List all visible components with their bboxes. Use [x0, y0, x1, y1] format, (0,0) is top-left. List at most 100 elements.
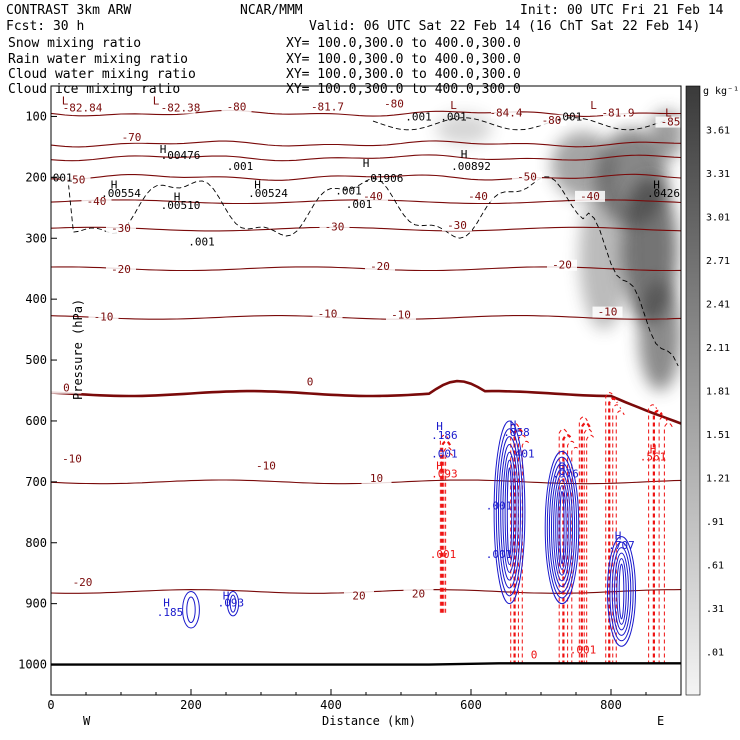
low-marker: L [590, 99, 597, 112]
endpoint-east: E [657, 714, 664, 728]
rain-shaft-line [652, 409, 663, 665]
cloud-water-contour [557, 485, 567, 570]
contour-value-label: .001 [431, 447, 458, 460]
high-marker: H [160, 143, 167, 156]
rain-shaft-line [663, 422, 673, 665]
high-marker: H [615, 530, 622, 543]
contour-value-label: .001 [227, 160, 254, 173]
isotherm-label-bg [57, 453, 87, 465]
rain-shaft-line [578, 416, 588, 665]
colorbar-tick-label: 3.61 [706, 126, 730, 137]
isotherm-label-bg [81, 195, 112, 207]
isotherm-label-bg [250, 460, 281, 472]
legend-snow-xy: XY= 100.0,300.0 to 400.0,300.0 [286, 36, 521, 51]
low-marker: L [450, 99, 457, 112]
x-tick-label: 200 [180, 698, 202, 712]
isotherm-label: -85 [661, 116, 681, 129]
isotherm-label: -30 [325, 220, 345, 233]
isotherm-label: -84.4 [489, 106, 522, 119]
isotherm-label-bg [403, 588, 434, 600]
y-axis-title: Pressure (hPa) [71, 299, 85, 400]
legend-rain-xy: XY= 100.0,300.0 to 400.0,300.0 [286, 52, 521, 67]
contour-value-label: .186 [431, 429, 458, 442]
isotherm-label: -50 [66, 173, 86, 186]
header-org: NCAR/MMM [240, 3, 303, 18]
y-tick-label: 500 [25, 353, 47, 367]
isotherm-label: -81.7 [311, 100, 344, 113]
contour-value-label: .00510 [161, 199, 201, 212]
contour-value-label: .00524 [248, 187, 288, 200]
y-tick-label: 400 [25, 292, 47, 306]
y-tick-label: 200 [25, 170, 47, 184]
isotherm-label: -10 [94, 310, 114, 323]
isotherm-label-bg [655, 116, 681, 128]
rain-shaft-line [580, 421, 591, 665]
snow-blob [436, 113, 492, 144]
terrain-line [51, 662, 681, 666]
cloud-water-contour [500, 443, 519, 581]
rain-shaft-line [443, 446, 453, 613]
isotherm-label: -80 [227, 100, 247, 113]
isotherm-line [51, 173, 681, 181]
isotherm-line [51, 154, 681, 162]
contour-value-label: .093 [218, 597, 245, 610]
legend-cloud-water-label: Cloud water mixing ratio [8, 67, 196, 82]
isotherm-label-bg [365, 260, 395, 272]
x-tick-label: 800 [600, 698, 622, 712]
high-marker: H [436, 460, 443, 473]
isotherm-label-bg [116, 131, 147, 143]
isotherm-label: -10 [256, 460, 276, 473]
isotherm-label: 20 [352, 589, 365, 602]
isotherm-line [51, 315, 681, 320]
header-init: Init: 00 UTC Fri 21 Feb 14 [520, 3, 724, 18]
rain-shaft-line [608, 397, 619, 665]
rain-shaft-line [562, 434, 573, 665]
rain-shaft-line [510, 422, 520, 665]
colorbar-scale [685, 85, 701, 696]
isotherm-label: -30 [111, 222, 131, 235]
isotherm-label-bg [344, 590, 374, 602]
isotherm-label: 0 [307, 376, 314, 389]
contour-value-label: .00554 [101, 187, 141, 200]
isotherm-label: -40 [363, 190, 383, 203]
high-marker: H [653, 178, 660, 191]
isotherm-label-bg [386, 309, 416, 321]
high-marker: H [510, 418, 517, 431]
rain-shaft-line [558, 428, 568, 665]
rain-water-contours [439, 392, 673, 665]
cloud-water-contour [616, 558, 627, 625]
colorbar-tick-label: .31 [706, 604, 724, 615]
isotherm-label-bg [60, 174, 91, 186]
isotherm-label: -10 [62, 452, 82, 465]
legend-cloud-water-xy: XY= 100.0,300.0 to 400.0,300.0 [286, 67, 521, 82]
isotherm-label-bg [536, 114, 567, 126]
contour-value-label: .001 [188, 236, 215, 249]
cloud-water-contour [495, 428, 524, 597]
isotherm-line [51, 226, 681, 232]
isotherm-label: 0 [63, 382, 70, 395]
y-tick-label: 900 [25, 597, 47, 611]
cloud-water-contours [182, 420, 636, 647]
axes: 0 200 400 600 800100200300400500600700800900… [18, 109, 682, 712]
cloud-water-contour [546, 456, 578, 599]
rain-shaft-line [439, 434, 449, 613]
isotherm-label: -40 [87, 195, 107, 208]
isotherm-label-bg [603, 107, 633, 119]
isotherm-line [51, 140, 681, 148]
isotherm-label: -30 [447, 219, 467, 232]
isotherm-label: -10 [598, 306, 618, 319]
contour-value-label: .401 [508, 447, 535, 460]
isotherm-label-bg [88, 311, 119, 323]
rain-shaft-line [513, 428, 524, 665]
cloud-water-contour [502, 451, 517, 573]
snow-blob [579, 183, 629, 330]
isotherm-label-bg [106, 263, 136, 275]
cloud-water-contour [182, 590, 200, 629]
colorbar-tick-label: 2.11 [706, 343, 730, 354]
cloud-water-contour [229, 594, 237, 613]
cloud-water-contour [226, 590, 240, 617]
contour-value-label: .001 [335, 184, 362, 197]
rain-shaft-line [521, 440, 531, 665]
header-model: CONTRAST 3km ARW [6, 3, 131, 18]
cloud-water-contour [186, 596, 196, 624]
